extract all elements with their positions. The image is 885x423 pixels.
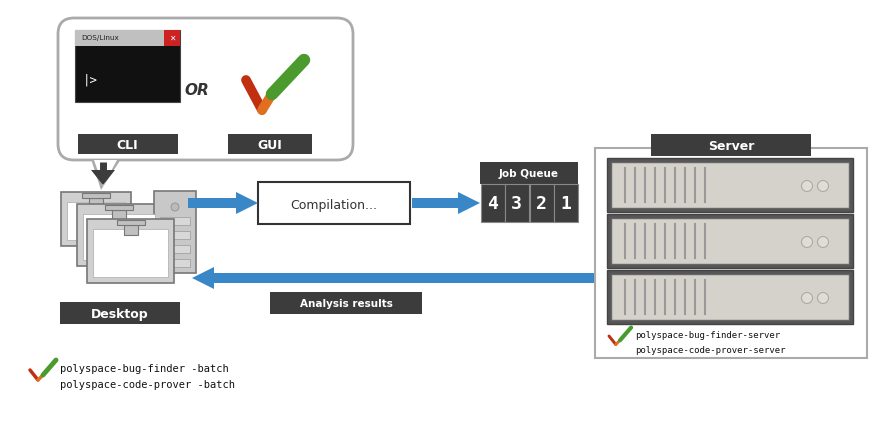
Polygon shape: [94, 160, 117, 186]
Text: 3: 3: [512, 195, 522, 213]
Text: polyspace-code-prover -batch: polyspace-code-prover -batch: [60, 380, 235, 390]
FancyBboxPatch shape: [77, 204, 161, 266]
FancyBboxPatch shape: [87, 219, 174, 283]
Text: 4: 4: [487, 195, 497, 213]
Bar: [651, 134, 811, 156]
Polygon shape: [236, 192, 258, 214]
Bar: [117, 220, 144, 225]
Bar: [160, 217, 190, 225]
Bar: [258, 182, 410, 224]
Circle shape: [802, 292, 812, 303]
FancyBboxPatch shape: [607, 158, 853, 212]
Bar: [228, 134, 312, 154]
Bar: [554, 184, 578, 222]
Bar: [270, 292, 422, 314]
Bar: [124, 225, 137, 235]
Bar: [611, 162, 849, 208]
FancyBboxPatch shape: [61, 192, 131, 246]
Polygon shape: [91, 159, 121, 190]
Text: ✕: ✕: [169, 33, 175, 42]
FancyBboxPatch shape: [58, 18, 353, 160]
Bar: [75, 30, 180, 46]
Bar: [160, 231, 190, 239]
Text: |>: |>: [83, 74, 98, 86]
Bar: [164, 30, 180, 46]
Bar: [83, 214, 155, 260]
Bar: [112, 210, 126, 220]
Circle shape: [171, 203, 179, 211]
Polygon shape: [458, 192, 480, 214]
Text: polyspace-bug-finder-server: polyspace-bug-finder-server: [635, 330, 780, 340]
Text: Analysis results: Analysis results: [299, 299, 392, 309]
Polygon shape: [192, 267, 214, 289]
Circle shape: [802, 236, 812, 247]
FancyBboxPatch shape: [607, 214, 853, 268]
Bar: [105, 205, 133, 210]
Text: 1: 1: [560, 195, 571, 213]
Bar: [93, 229, 168, 277]
Bar: [188, 198, 236, 208]
Text: GUI: GUI: [258, 138, 282, 151]
Text: Server: Server: [708, 140, 754, 153]
Text: polyspace-code-prover-server: polyspace-code-prover-server: [635, 346, 786, 354]
Bar: [611, 274, 849, 320]
Text: Desktop: Desktop: [91, 308, 149, 321]
Bar: [78, 134, 178, 154]
Bar: [529, 184, 553, 222]
Bar: [67, 202, 125, 240]
Polygon shape: [91, 170, 115, 185]
Text: Job Queue: Job Queue: [499, 169, 559, 179]
Bar: [75, 30, 180, 102]
Bar: [412, 198, 458, 208]
Circle shape: [802, 181, 812, 192]
Text: DOS/Linux: DOS/Linux: [81, 35, 119, 41]
Bar: [505, 184, 529, 222]
Text: polyspace-bug-finder -batch: polyspace-bug-finder -batch: [60, 364, 228, 374]
Text: Compilation...: Compilation...: [290, 198, 378, 212]
Text: 2: 2: [535, 195, 547, 213]
FancyBboxPatch shape: [607, 270, 853, 324]
Bar: [595, 148, 867, 358]
Text: OR: OR: [184, 82, 209, 97]
Bar: [214, 273, 594, 283]
FancyBboxPatch shape: [154, 191, 196, 273]
Circle shape: [818, 292, 828, 303]
Bar: [481, 184, 504, 222]
Circle shape: [818, 236, 828, 247]
Text: CLI: CLI: [117, 138, 138, 151]
Bar: [160, 259, 190, 267]
Bar: [89, 198, 103, 208]
Bar: [160, 245, 190, 253]
Bar: [82, 193, 110, 198]
Circle shape: [818, 181, 828, 192]
Bar: [60, 302, 180, 324]
Bar: [611, 218, 849, 264]
Bar: [480, 162, 578, 184]
